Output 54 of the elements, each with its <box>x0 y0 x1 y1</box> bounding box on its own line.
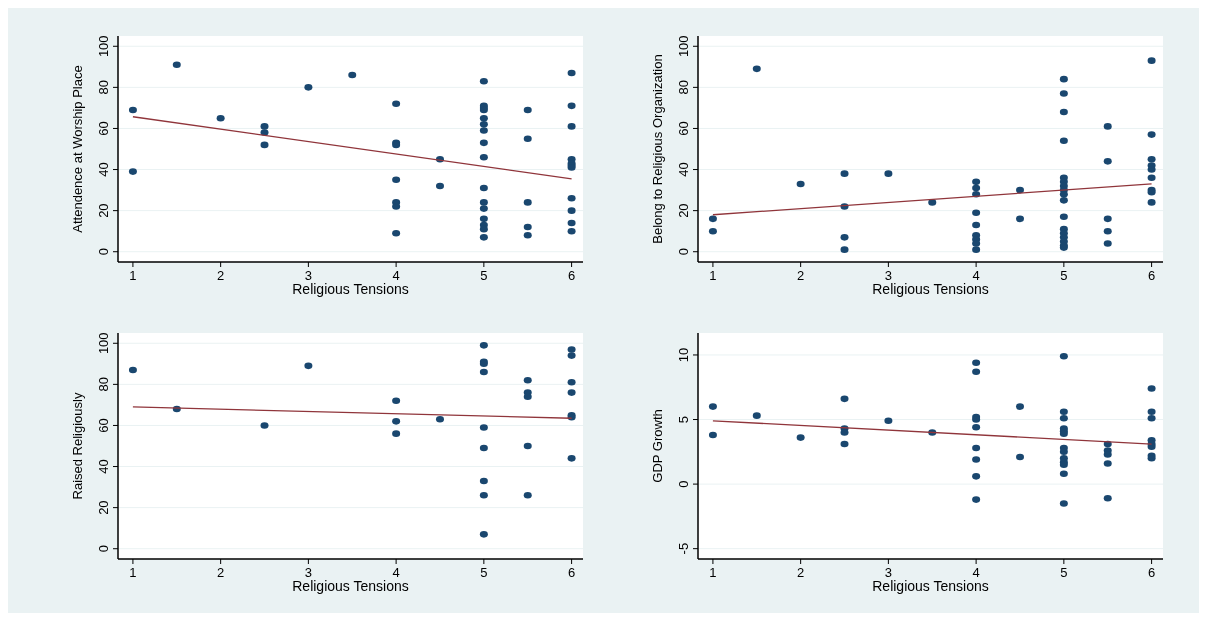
y-tick-label: 10 <box>676 347 691 363</box>
x-tick-label: 1 <box>129 565 137 580</box>
y-tick-label: 80 <box>96 377 111 392</box>
x-axis-title: Religious Tensions <box>292 578 409 594</box>
x-tick-label: 3 <box>884 268 892 283</box>
x-axis-title: Religious Tensions <box>872 281 989 297</box>
x-tick-label: 5 <box>480 565 488 580</box>
y-tick-label: 0 <box>676 248 691 256</box>
y-tick-label: 80 <box>96 80 111 95</box>
x-tick-label: 2 <box>797 565 805 580</box>
x-tick-label: 3 <box>304 268 312 283</box>
x-tick-label: 6 <box>567 565 576 580</box>
x-axis-title: Religious Tensions <box>292 281 409 297</box>
x-tick-label: 5 <box>1060 268 1068 283</box>
x-tick-label: 6 <box>1147 565 1156 580</box>
y-axis-title: GDP Growth <box>650 409 665 483</box>
y-tick-label: -5 <box>676 542 691 555</box>
y-tick-label: 5 <box>676 415 691 424</box>
y-tick-label: 60 <box>96 418 111 433</box>
x-tick-label: 1 <box>129 268 137 283</box>
y-tick-label: 20 <box>96 203 111 218</box>
x-tick-label: 4 <box>972 268 980 283</box>
x-tick-label: 3 <box>304 565 312 580</box>
x-tick-label: 5 <box>480 268 488 283</box>
x-tick-label: 2 <box>217 268 225 283</box>
x-tick-label: 1 <box>709 268 717 283</box>
x-tick-label: 6 <box>1147 268 1156 283</box>
y-tick-label: 60 <box>676 121 691 136</box>
y-tick-label: 40 <box>96 459 111 474</box>
x-tick-label: 4 <box>392 565 400 580</box>
y-tick-label: 80 <box>676 80 691 95</box>
x-tick-label: 4 <box>972 565 980 580</box>
y-tick-label: 20 <box>676 203 691 218</box>
y-axis-title: Raised Religiously <box>70 392 85 500</box>
y-tick-label: 0 <box>676 480 691 488</box>
x-tick-label: 1 <box>709 565 717 580</box>
x-tick-label: 3 <box>884 565 892 580</box>
y-tick-label: 0 <box>96 248 111 256</box>
y-tick-label: 100 <box>96 35 111 58</box>
x-tick-label: 5 <box>1060 565 1068 580</box>
y-axis-title: Belong to Religious Organization <box>650 54 665 244</box>
y-tick-label: 40 <box>96 162 111 177</box>
y-tick-label: 0 <box>96 545 111 553</box>
x-tick-label: 2 <box>797 268 805 283</box>
y-tick-label: 100 <box>676 35 691 58</box>
y-tick-label: 40 <box>676 162 691 177</box>
x-tick-label: 4 <box>392 268 400 283</box>
y-tick-label: 100 <box>96 332 111 355</box>
y-tick-label: 20 <box>96 500 111 515</box>
x-tick-label: 2 <box>217 565 225 580</box>
y-axis-title: Attendence at Worship Place <box>70 65 85 233</box>
x-tick-label: 6 <box>567 268 576 283</box>
x-axis-title: Religious Tensions <box>872 578 989 594</box>
y-tick-label: 60 <box>96 121 111 136</box>
